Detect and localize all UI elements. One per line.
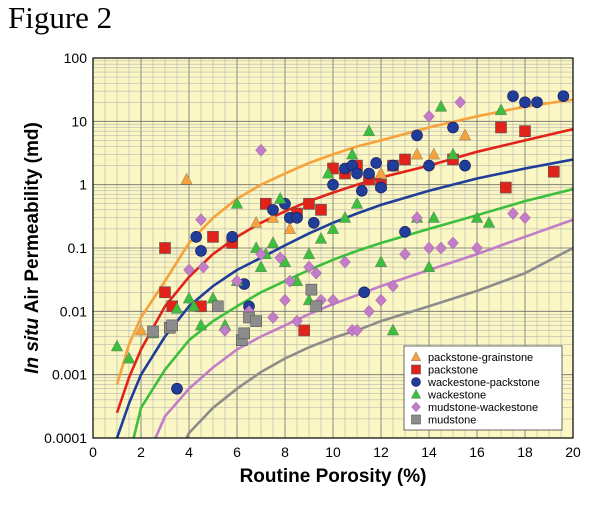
legend-label-packstone: packstone xyxy=(428,365,478,377)
y-tick-label: 0.0001 xyxy=(44,430,87,446)
data-point-wackestone-packstone xyxy=(371,157,382,168)
data-point-wackestone-packstone xyxy=(308,217,319,228)
data-point-packstone xyxy=(299,325,310,336)
data-point-wackestone-packstone xyxy=(268,204,279,215)
data-point-wackestone-packstone xyxy=(359,287,370,298)
data-point-mudstone xyxy=(311,301,322,312)
legend-label-mudstone-wackestone: mudstone-wackestone xyxy=(428,402,538,414)
data-point-wackestone-packstone xyxy=(532,97,543,108)
y-tick-label: 0.1 xyxy=(68,240,88,256)
data-point-packstone xyxy=(160,287,171,298)
x-tick-label: 14 xyxy=(421,444,437,460)
y-tick-label: 1 xyxy=(79,177,87,193)
y-tick-label: 0.001 xyxy=(52,367,87,383)
x-tick-label: 8 xyxy=(281,444,289,460)
data-point-wackestone-packstone xyxy=(328,179,339,190)
data-point-mudstone xyxy=(148,326,159,337)
data-point-mudstone xyxy=(251,316,262,327)
x-tick-label: 12 xyxy=(373,444,389,460)
data-point-wackestone-packstone xyxy=(376,182,387,193)
data-point-packstone xyxy=(208,231,219,242)
y-axis-label-italic: In situ xyxy=(22,317,43,373)
y-axis-ticks: 0.0001 0.001 0.01 0.1 1 10 100 xyxy=(44,50,87,446)
data-point-wackestone-packstone xyxy=(448,122,459,133)
y-axis-label: In situ Air Permeability (md) xyxy=(22,122,43,374)
data-point-wackestone-packstone xyxy=(400,226,411,237)
data-point-wackestone-packstone xyxy=(292,212,303,223)
y-tick-label: 10 xyxy=(71,113,87,129)
data-point-mudstone xyxy=(212,301,223,312)
data-point-packstone xyxy=(316,204,327,215)
data-point-packstone xyxy=(548,166,559,177)
data-point-mudstone xyxy=(239,328,250,339)
legend-marker-packstone xyxy=(412,365,421,374)
data-point-wackestone-packstone xyxy=(424,160,435,171)
data-point-wackestone-packstone xyxy=(388,160,399,171)
x-tick-label: 6 xyxy=(233,444,241,460)
data-point-wackestone-packstone xyxy=(352,168,363,179)
data-point-wackestone-packstone xyxy=(508,91,519,102)
x-tick-label: 16 xyxy=(469,444,485,460)
data-point-packstone xyxy=(160,243,171,254)
legend-marker-mudstone xyxy=(412,415,421,424)
data-point-wackestone-packstone xyxy=(227,231,238,242)
data-point-wackestone-packstone xyxy=(172,383,183,394)
data-point-packstone xyxy=(400,154,411,165)
data-point-wackestone-packstone xyxy=(364,168,375,179)
data-point-packstone xyxy=(304,198,315,209)
data-point-wackestone-packstone xyxy=(558,91,569,102)
legend-label-wackestone: wackestone xyxy=(427,390,486,402)
data-point-packstone xyxy=(520,126,531,137)
data-point-mudstone xyxy=(306,284,317,295)
chart: 0 2 4 6 8 10 12 14 16 18 20 0.0001 0.001 0.01 0.1 1 10 1… xyxy=(0,0,600,506)
legend-marker-wackestone-packstone xyxy=(412,378,421,387)
x-tick-label: 18 xyxy=(517,444,533,460)
x-tick-label: 20 xyxy=(565,444,581,460)
x-tick-label: 2 xyxy=(137,444,145,460)
data-point-wackestone-packstone xyxy=(196,245,207,256)
data-point-wackestone-packstone xyxy=(356,185,367,196)
legend-label-mudstone: mudstone xyxy=(428,415,476,427)
data-point-packstone xyxy=(500,182,511,193)
data-point-packstone xyxy=(496,122,507,133)
data-point-wackestone-packstone xyxy=(460,160,471,171)
x-tick-label: 10 xyxy=(325,444,341,460)
x-tick-label: 4 xyxy=(185,444,193,460)
x-axis-label: Routine Porosity (%) xyxy=(240,466,427,487)
x-tick-label: 0 xyxy=(89,444,97,460)
data-point-mudstone xyxy=(167,320,178,331)
legend: packstone-grainstonepackstonewackestone-… xyxy=(404,346,562,430)
data-point-wackestone-packstone xyxy=(191,231,202,242)
y-axis-label-rest: Air Permeability (md) xyxy=(22,122,43,318)
x-axis-ticks: 0 2 4 6 8 10 12 14 16 18 20 xyxy=(89,444,581,460)
data-point-wackestone-packstone xyxy=(412,130,423,141)
y-tick-label: 0.01 xyxy=(60,303,87,319)
legend-label-wackestone-packstone: wackestone-packstone xyxy=(427,377,540,389)
legend-label-packstone-grainstone: packstone-grainstone xyxy=(428,352,533,364)
data-point-wackestone-packstone xyxy=(520,97,531,108)
y-tick-label: 100 xyxy=(64,50,88,66)
